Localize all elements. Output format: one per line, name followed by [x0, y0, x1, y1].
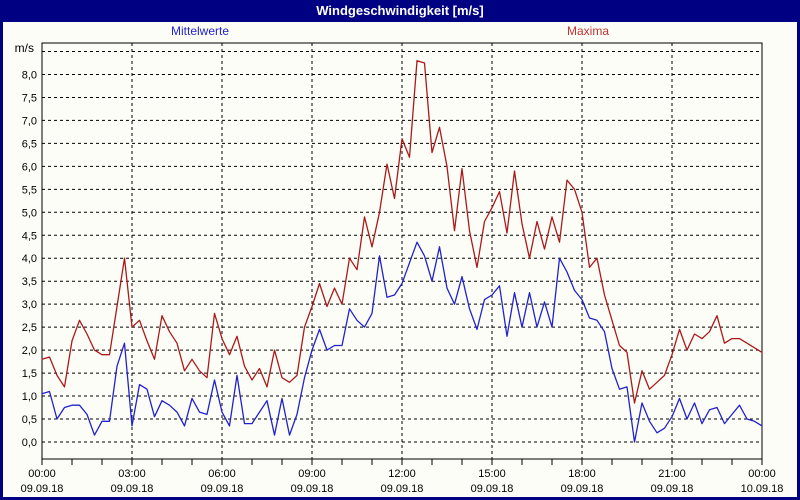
y-axis-tick-label: 2,0 — [22, 345, 37, 357]
y-axis-tick-label: 8,0 — [22, 69, 37, 81]
mittelwerte-line — [41, 241, 763, 443]
x-axis-time-label: 18:00 — [568, 468, 596, 480]
y-axis-tick-label: 6,0 — [22, 161, 37, 173]
x-axis-date-label: 09.09.18 — [201, 483, 244, 495]
x-axis-date-label: 09.09.18 — [471, 483, 514, 495]
x-axis-time-label: 21:00 — [658, 468, 686, 480]
x-axis-time-label: 12:00 — [388, 468, 416, 480]
x-axis-time-label: 15:00 — [478, 468, 506, 480]
x-axis-date-label: 09.09.18 — [111, 483, 154, 495]
legend-mittelwerte: Mittelwerte — [170, 24, 230, 38]
x-axis-time-label: 09:00 — [298, 468, 326, 480]
maxima-line — [41, 60, 763, 404]
window-title: Windgeschwindigkeit [m/s] — [0, 0, 800, 22]
x-axis-date-label: 09.09.18 — [651, 483, 694, 495]
y-axis-tick-label: 7,0 — [22, 115, 37, 127]
y-axis-tick-label: 2,5 — [22, 322, 37, 334]
legend-maxima: Maxima — [566, 24, 610, 38]
x-axis-date-label: 09.09.18 — [561, 483, 604, 495]
y-axis-tick-label: 3,0 — [22, 299, 37, 311]
x-axis-date-label: 10.09.18 — [741, 483, 784, 495]
x-axis-time-label: 00:00 — [28, 468, 56, 480]
y-axis-unit-label: m/s — [14, 41, 34, 55]
y-axis-tick-label: 6,5 — [22, 138, 37, 150]
y-axis-tick-label: 4,5 — [22, 230, 37, 242]
y-axis-tick-label: 3,5 — [22, 276, 37, 288]
y-axis-tick-label: 1,0 — [22, 391, 37, 403]
x-axis-time-label: 03:00 — [118, 468, 146, 480]
x-axis-date-label: 09.09.18 — [21, 483, 64, 495]
y-axis-tick-label: 4,0 — [22, 253, 37, 265]
x-axis-time-label: 00:00 — [748, 468, 776, 480]
y-axis-tick-label: 1,5 — [22, 368, 37, 380]
y-axis-tick-label: 7,5 — [22, 92, 37, 104]
x-axis-time-label: 06:00 — [208, 468, 236, 480]
y-axis-tick-label: 0,0 — [22, 437, 37, 449]
y-axis-tick-label: 5,0 — [22, 207, 37, 219]
chart-background — [3, 22, 797, 497]
y-axis-tick-label: 5,5 — [22, 184, 37, 196]
x-axis-date-label: 09.09.18 — [291, 483, 334, 495]
y-axis-tick-label: 0,5 — [22, 414, 37, 426]
x-axis-date-label: 09.09.18 — [381, 483, 424, 495]
